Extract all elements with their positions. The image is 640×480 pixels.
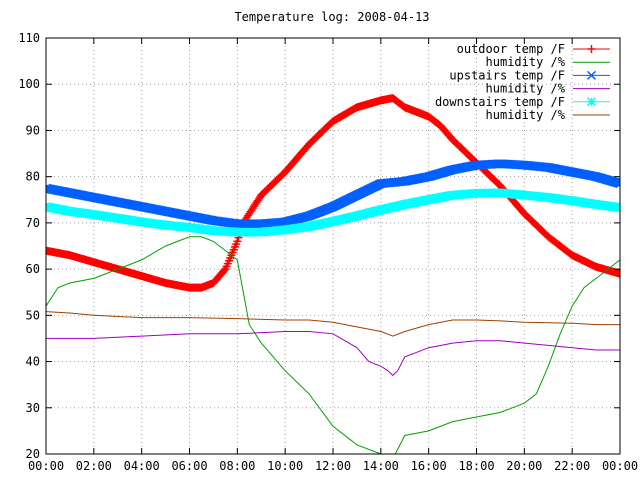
legend-label: humidity /% — [486, 82, 566, 96]
x-tick-label: 14:00 — [363, 459, 399, 473]
y-tick-label: 90 — [26, 123, 40, 137]
series-layer — [46, 94, 620, 454]
series-4 — [46, 331, 620, 377]
legend-marker — [587, 45, 596, 53]
x-tick-label: 22:00 — [554, 459, 590, 473]
legend-marker — [586, 97, 597, 107]
x-tick-label: 12:00 — [315, 459, 351, 473]
legend-label: downstairs temp /F — [435, 95, 565, 109]
y-tick-label: 50 — [26, 308, 40, 322]
data-point — [615, 179, 620, 189]
x-tick-label: 04:00 — [124, 459, 160, 473]
x-tick-label: 00:00 — [28, 459, 64, 473]
legend-label: humidity /% — [486, 108, 566, 122]
series-1 — [46, 94, 620, 292]
x-tick-label: 02:00 — [76, 459, 112, 473]
x-tick-label: 20:00 — [506, 459, 542, 473]
x-tick-label: 18:00 — [458, 459, 494, 473]
legend-marker — [586, 70, 597, 80]
x-tick-label: 06:00 — [171, 459, 207, 473]
y-tick-label: 20 — [26, 447, 40, 461]
y-axis: 20 30 40 50 60 70 80 90 100 110 — [18, 31, 620, 461]
legend-entry: outdoor temp /F — [457, 42, 610, 56]
x-tick-label: 16:00 — [411, 459, 447, 473]
y-tick-label: 110 — [18, 31, 40, 45]
series-5 — [46, 188, 620, 237]
y-tick-label: 80 — [26, 170, 40, 184]
x-tick-label: 00:00 — [602, 459, 638, 473]
legend-label: humidity /% — [486, 55, 566, 69]
y-tick-label: 70 — [26, 216, 40, 230]
legend-label: upstairs temp /F — [449, 68, 565, 82]
series-line — [46, 331, 620, 377]
y-tick-label: 40 — [26, 355, 40, 369]
grid — [46, 38, 620, 454]
series-2 — [46, 236, 620, 454]
x-tick-label: 08:00 — [219, 459, 255, 473]
x-tick-label: 10:00 — [267, 459, 303, 473]
legend-entry: humidity /% — [486, 55, 610, 69]
series-line — [46, 311, 620, 337]
legend-entry: humidity /% — [486, 82, 610, 96]
chart-title: Temperature log: 2008-04-13 — [234, 10, 429, 24]
series-6 — [46, 311, 620, 337]
data-point — [616, 269, 620, 278]
legend-entry: humidity /% — [486, 108, 610, 122]
x-axis: 00:00 02:00 04:00 06:00 08:00 10:00 12:00 14:00… — [28, 38, 638, 473]
legend-entry: downstairs temp /F — [435, 95, 610, 109]
series-3 — [46, 159, 620, 229]
y-tick-label: 100 — [18, 77, 40, 91]
legend-entry: upstairs temp /F — [449, 68, 610, 82]
data-point — [233, 237, 242, 246]
data-point — [220, 266, 229, 275]
y-tick-label: 30 — [26, 401, 40, 415]
plot-area — [46, 94, 620, 454]
series-line — [46, 236, 620, 454]
legend-label: outdoor temp /F — [457, 42, 565, 56]
y-tick-label: 60 — [26, 262, 40, 276]
